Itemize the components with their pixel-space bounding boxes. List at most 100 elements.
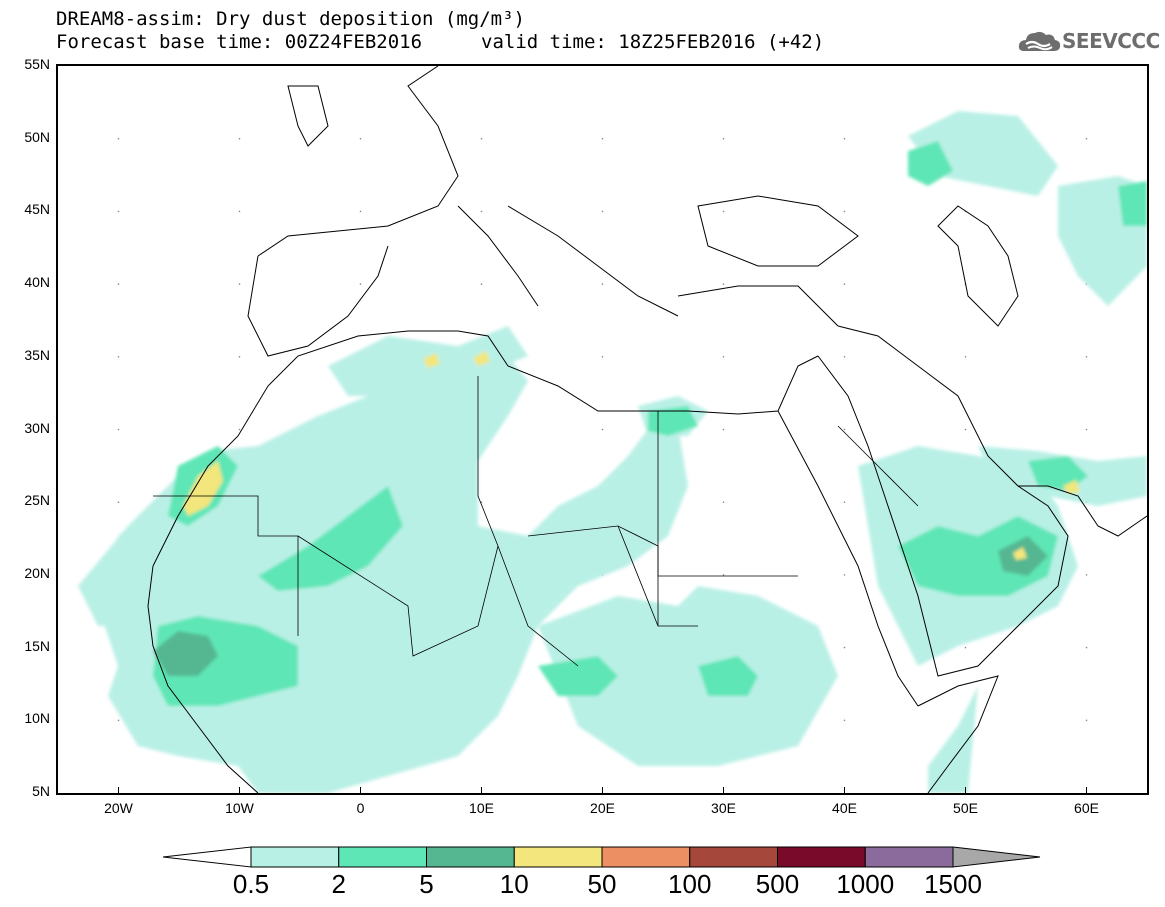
- dust-area-caspian-core: [908, 141, 953, 186]
- grid-dot: [238, 428, 241, 431]
- grid-dot: [843, 356, 846, 358]
- grid-dot: [480, 501, 483, 504]
- grid-dot: [843, 137, 846, 140]
- lat-label: 55N: [24, 56, 50, 72]
- grid-dot: [117, 356, 120, 358]
- lat-label: 15N: [24, 637, 50, 654]
- grid-dot: [964, 356, 967, 358]
- grid-dot: [117, 501, 120, 504]
- grid-dot: [1085, 574, 1088, 576]
- colorbar-bin: [777, 846, 866, 868]
- base-time-label: Forecast base time: 00Z24FEB2016 valid ti…: [56, 31, 824, 53]
- grid-dot: [359, 283, 362, 285]
- colorbar-label: 100: [668, 869, 712, 899]
- grid-dot: [843, 719, 846, 722]
- lat-label: 35N: [24, 346, 50, 363]
- dust-area-algeria-core: [473, 351, 490, 366]
- grid-dot: [722, 356, 725, 358]
- colorbar-canvas: [162, 846, 1041, 868]
- dust-area-atlantic: [78, 466, 188, 626]
- grid-dot: [117, 719, 120, 722]
- dust-area-oman-peak: [1013, 547, 1027, 560]
- lat-label: 50N: [24, 128, 50, 145]
- seevccc-logo: SEEVCCC: [1018, 27, 1160, 55]
- logo-text: SEEVCCC: [1062, 29, 1160, 53]
- dust-contours: [78, 111, 1147, 793]
- lon-label: 10W: [225, 800, 254, 816]
- dust-area-horn: [928, 686, 978, 793]
- colorbar-bin: [513, 846, 603, 868]
- grid-dot: [843, 428, 846, 431]
- grid-dot: [117, 137, 120, 140]
- grid-dot: [238, 283, 241, 285]
- coast-caspian: [937, 205, 1019, 327]
- grid-dot: [722, 137, 725, 140]
- grid-dot: [843, 646, 846, 649]
- lon-label: 50E: [953, 800, 978, 816]
- colorbar-label: 5: [419, 869, 434, 899]
- grid-dot: [722, 501, 725, 504]
- grid-dot: [722, 428, 725, 431]
- valid-time: valid time: 18Z25FEB2016 (+42): [481, 31, 825, 53]
- lon-label: 40E: [832, 800, 857, 816]
- coast-west-africa: [147, 565, 259, 793]
- grid-dot: [601, 428, 604, 431]
- grid-dot: [359, 210, 362, 213]
- coastlines: [147, 66, 1147, 793]
- grid-dot: [843, 210, 846, 213]
- grid-dot: [117, 428, 120, 431]
- colorbar-label: 500: [755, 869, 800, 899]
- grid-dot: [1085, 137, 1088, 140]
- lat-label: 30N: [24, 419, 50, 436]
- grid-dot: [480, 283, 483, 285]
- map-canvas: [78, 66, 1147, 793]
- grid-dot: [601, 210, 604, 213]
- coast-balkans: [507, 205, 679, 317]
- coast-gulf: [1018, 485, 1147, 537]
- coast-turkey: [677, 285, 839, 327]
- lat-label: 20N: [24, 564, 50, 581]
- map-panel: [56, 64, 1149, 795]
- coast-europe: [257, 66, 459, 257]
- colorbar-over-arrow: [952, 846, 1041, 868]
- lat-label: 25N: [24, 492, 50, 509]
- dust-area-oman: [898, 516, 1058, 596]
- coast-north-africa: [152, 330, 819, 567]
- colorbar-label: 50: [587, 869, 617, 899]
- colorbar-bin: [601, 846, 691, 868]
- colorbar-bin: [338, 846, 427, 868]
- dust-area-chad: [538, 656, 618, 696]
- grid-dot: [601, 137, 604, 140]
- grid-dot: [359, 137, 362, 140]
- grid-dot: [238, 356, 241, 358]
- grid-dot: [843, 501, 846, 504]
- grid-dot: [238, 137, 241, 140]
- colorbar-bin: [426, 846, 515, 868]
- colorbar-bin: [689, 846, 778, 868]
- colorbar-label: 0.5: [232, 869, 270, 899]
- lat-label: 5N: [32, 783, 50, 799]
- base-time: Forecast base time: 00Z24FEB2016: [56, 31, 423, 53]
- colorbar: [162, 846, 1041, 868]
- dust-area-tunisia-core: [423, 353, 440, 368]
- dust-area-mauritania: [258, 486, 403, 591]
- coast-horn: [917, 675, 999, 793]
- grid-dot: [601, 356, 604, 358]
- grid-dot: [1085, 646, 1088, 649]
- grid-dot: [1085, 428, 1088, 431]
- dust-area-sahel-east: [538, 586, 838, 766]
- grid-dot: [964, 646, 967, 649]
- grid-dot: [601, 283, 604, 285]
- grid-dot: [1085, 719, 1088, 722]
- lon-label: 60E: [1074, 800, 1099, 816]
- dust-area-libya: [648, 406, 698, 436]
- borders: [153, 376, 919, 667]
- coast-red-sea: [777, 410, 919, 707]
- colorbar-label: 2: [331, 869, 346, 899]
- grid-dot: [238, 210, 241, 213]
- map-title: DREAM8-assim: Dry dust deposition (mg/m³…: [56, 8, 525, 30]
- lat-label: 45N: [24, 201, 50, 218]
- colorbar-bin: [250, 846, 340, 868]
- coast-black-sea: [697, 195, 859, 267]
- colorbar-label: 10: [499, 869, 529, 899]
